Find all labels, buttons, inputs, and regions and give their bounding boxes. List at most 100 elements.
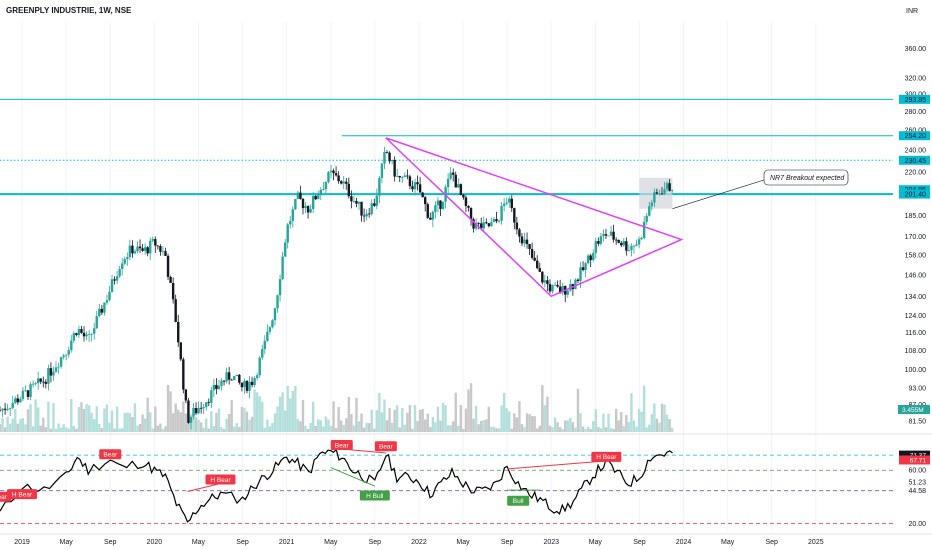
price-level-badge bbox=[899, 155, 930, 165]
volume-bar bbox=[113, 428, 116, 432]
candle-body bbox=[281, 256, 284, 280]
price-axis[interactable]: 360.00320.00300.00280.00260.00240.00220.… bbox=[899, 46, 930, 426]
volume-bar bbox=[199, 422, 203, 432]
volume-bar bbox=[574, 427, 577, 432]
candle-body bbox=[205, 402, 208, 408]
candle-body bbox=[268, 327, 272, 332]
volume-bar bbox=[418, 409, 422, 432]
volume-bar bbox=[291, 390, 295, 432]
candle-body bbox=[220, 380, 223, 386]
volume-bar bbox=[67, 428, 70, 432]
volume-bar bbox=[571, 422, 575, 432]
divergence-tag-text: H Bear bbox=[596, 454, 617, 461]
triangle-pattern[interactable] bbox=[385, 137, 684, 298]
candle-body bbox=[82, 332, 86, 337]
candle-body bbox=[457, 184, 460, 188]
volume-bar bbox=[505, 408, 508, 432]
price-tick-label: 81.50 bbox=[908, 418, 926, 425]
candle-body bbox=[515, 222, 519, 230]
triangle-lines[interactable] bbox=[385, 137, 684, 298]
volume-bar bbox=[497, 428, 501, 432]
volume-bar bbox=[383, 399, 386, 432]
candle-body bbox=[98, 308, 101, 317]
volume-bar bbox=[59, 427, 63, 432]
candle-body bbox=[311, 195, 315, 210]
annotation-text: NR7 Breakout expected bbox=[770, 175, 845, 182]
candle-body bbox=[286, 224, 289, 243]
candle-body bbox=[179, 342, 182, 360]
candle-body bbox=[485, 222, 488, 224]
candle-body bbox=[589, 255, 592, 261]
volume-bar bbox=[477, 424, 480, 432]
divergence-tag bbox=[205, 474, 236, 485]
candle-body bbox=[187, 400, 190, 423]
time-tick-label: 2021 bbox=[279, 539, 295, 546]
candle-body bbox=[640, 237, 643, 240]
price-tick-label: 100.00 bbox=[905, 367, 927, 374]
candle-body bbox=[31, 383, 35, 385]
price-tick-label: 146.00 bbox=[905, 272, 927, 279]
divergence-tag-text: H Bull bbox=[366, 493, 384, 500]
volume-bar bbox=[156, 425, 160, 432]
divergence-tag-text: Bear bbox=[0, 494, 8, 501]
candle-body bbox=[314, 195, 317, 200]
candle-body bbox=[362, 215, 366, 217]
volume-bar bbox=[154, 406, 157, 432]
volume-bar bbox=[36, 407, 40, 432]
volume-bar bbox=[541, 385, 544, 432]
candle-body bbox=[367, 213, 371, 215]
volume-bar bbox=[192, 413, 195, 432]
price-level-badge-text: 293.85 bbox=[905, 97, 927, 104]
candle-body bbox=[592, 253, 595, 261]
volume-bar bbox=[258, 396, 261, 432]
candle-body bbox=[72, 333, 76, 341]
candle-body bbox=[337, 175, 340, 182]
candle-body bbox=[123, 259, 126, 264]
time-axis[interactable]: 2019 May Sep 2020 May Sep 2021 May Sep 2022 May Sep… bbox=[0, 533, 932, 546]
time-tick-label: Sep bbox=[369, 539, 382, 546]
volume-bar bbox=[558, 427, 562, 432]
price-tick-label: 220.00 bbox=[905, 169, 927, 176]
candle-body bbox=[462, 194, 465, 198]
volume-bar bbox=[110, 410, 114, 432]
volume-bar bbox=[238, 427, 241, 432]
volume-bar bbox=[16, 423, 20, 432]
candle-body bbox=[472, 219, 475, 229]
volume-bar bbox=[205, 418, 208, 432]
volume-badge: 3.455M bbox=[898, 405, 930, 414]
volume-bar bbox=[227, 413, 231, 432]
candle-body bbox=[271, 320, 274, 328]
candle-body bbox=[1, 408, 4, 411]
candle-body bbox=[283, 242, 287, 257]
volume-bar bbox=[230, 399, 233, 432]
volume-bar bbox=[57, 423, 60, 432]
volume-bar bbox=[21, 418, 25, 432]
candle-body bbox=[253, 378, 256, 386]
rsi-value-badge bbox=[899, 450, 930, 460]
volume-bar bbox=[263, 427, 266, 432]
candle-body bbox=[523, 239, 526, 244]
annotation-box[interactable] bbox=[763, 169, 849, 186]
candle-body bbox=[273, 308, 277, 321]
volume-bar bbox=[281, 392, 284, 432]
candle-body bbox=[642, 221, 646, 238]
candle-body bbox=[492, 219, 496, 223]
volume-bar bbox=[174, 403, 177, 432]
annotation-callout[interactable]: NR7 Breakout expected bbox=[763, 169, 849, 186]
volume-bar bbox=[360, 413, 363, 432]
candle-body bbox=[207, 402, 210, 403]
volume-bar bbox=[472, 418, 475, 432]
volume-bar bbox=[589, 428, 592, 432]
divergence-tag-text: Bull bbox=[513, 498, 524, 505]
price-tick-label: 116.00 bbox=[905, 330, 926, 337]
volume-bar bbox=[304, 425, 307, 432]
candle-body bbox=[617, 239, 620, 243]
candle-body bbox=[225, 372, 228, 382]
candle-body bbox=[34, 383, 37, 384]
candle-body bbox=[317, 195, 320, 200]
candle-body bbox=[406, 175, 409, 177]
volume-bar bbox=[487, 406, 491, 432]
volume-bar bbox=[653, 403, 656, 432]
candle-body bbox=[136, 246, 139, 252]
